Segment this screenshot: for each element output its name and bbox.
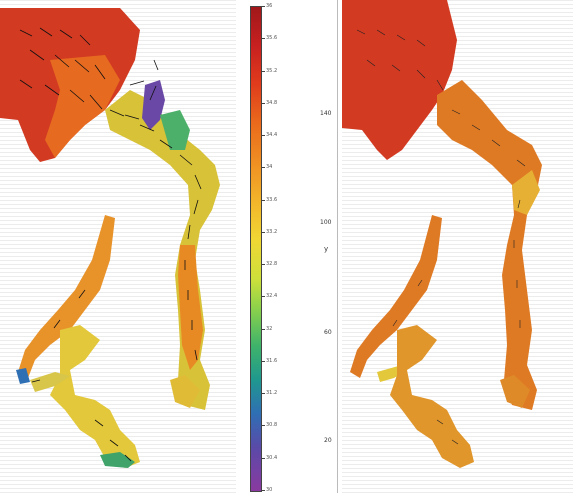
salinity-colorbar: 36 35.6 35.2 34.8 34.4 34 33.6 33.2 32.8 32.4 32 31… [244, 3, 277, 493]
y-axis-title: y [324, 245, 329, 253]
colorbar-tick-label: 33.2 [266, 229, 278, 235]
colorbar-tick [261, 38, 265, 39]
colorbar-tick-label: 35.6 [266, 35, 278, 41]
y-tick-140: 140 [320, 110, 332, 117]
left-salinity-map-panel [0, 0, 236, 493]
colorbar-tick [261, 6, 265, 7]
colorbar-tick-label: 35.2 [266, 68, 278, 74]
colorbar-tick [261, 458, 265, 459]
right-salinity-map-panel [342, 0, 573, 493]
colorbar-tick-label: 32.8 [266, 261, 278, 267]
colorbar-tick-label: 34.8 [266, 100, 278, 106]
colorbar-tick [261, 393, 265, 394]
left-channel-orange [178, 245, 203, 370]
colorbar-tick-label: 30.8 [266, 422, 278, 428]
colorbar-tick [261, 232, 265, 233]
left-east-branch [170, 375, 200, 408]
left-main-channel [105, 90, 220, 410]
right-east-branch [500, 375, 530, 408]
colorbar-tick [261, 296, 265, 297]
left-west-arm [18, 215, 115, 378]
colorbar-tick-label: 33.6 [266, 197, 278, 203]
colorbar-tick-label: 32.4 [266, 293, 278, 299]
colorbar-tick [261, 167, 265, 168]
left-ocean-orange-band [45, 55, 120, 158]
left-inlet-green [160, 110, 190, 150]
colorbar-tick [261, 329, 265, 330]
left-southwest-inlet [30, 372, 70, 392]
left-south-basin [50, 325, 140, 468]
right-current-vectors [356, 29, 526, 445]
left-inlet-purple [142, 80, 165, 130]
right-map-svg [342, 0, 542, 468]
right-ocean-region [342, 0, 457, 160]
colorbar-tick [261, 71, 265, 72]
colorbar-tick-label: 30 [266, 487, 273, 493]
colorbar-tick [261, 425, 265, 426]
y-tick-100: 100 [320, 219, 332, 226]
left-current-vectors [19, 27, 202, 462]
left-southwest-blue [16, 368, 30, 384]
colorbar-tick-label: 34.4 [266, 132, 278, 138]
colorbar-tick [261, 200, 265, 201]
left-south-green-tips [100, 452, 135, 468]
colorbar-tick-label: 31.2 [266, 390, 278, 396]
y-tick-60: 60 [324, 329, 332, 336]
colorbar-tick [261, 264, 265, 265]
right-west-arm [350, 215, 442, 378]
colorbar-tick-label: 31.6 [266, 358, 278, 364]
colorbar-tick-label: 32 [266, 326, 273, 332]
colorbar-tick [261, 103, 265, 104]
colorbar-tick [261, 490, 265, 491]
right-main-channel [437, 80, 542, 410]
colorbar-gradient [250, 6, 262, 492]
colorbar-tick-label: 36 [266, 3, 273, 9]
colorbar-tick-label: 30.4 [266, 455, 278, 461]
colorbar-tick [261, 361, 265, 362]
right-south-basin [390, 325, 474, 468]
colorbar-tick [261, 135, 265, 136]
left-map-svg [0, 8, 220, 468]
y-axis-line [337, 0, 338, 493]
colorbar-tick-label: 34 [266, 164, 273, 170]
y-tick-20: 20 [324, 437, 332, 444]
